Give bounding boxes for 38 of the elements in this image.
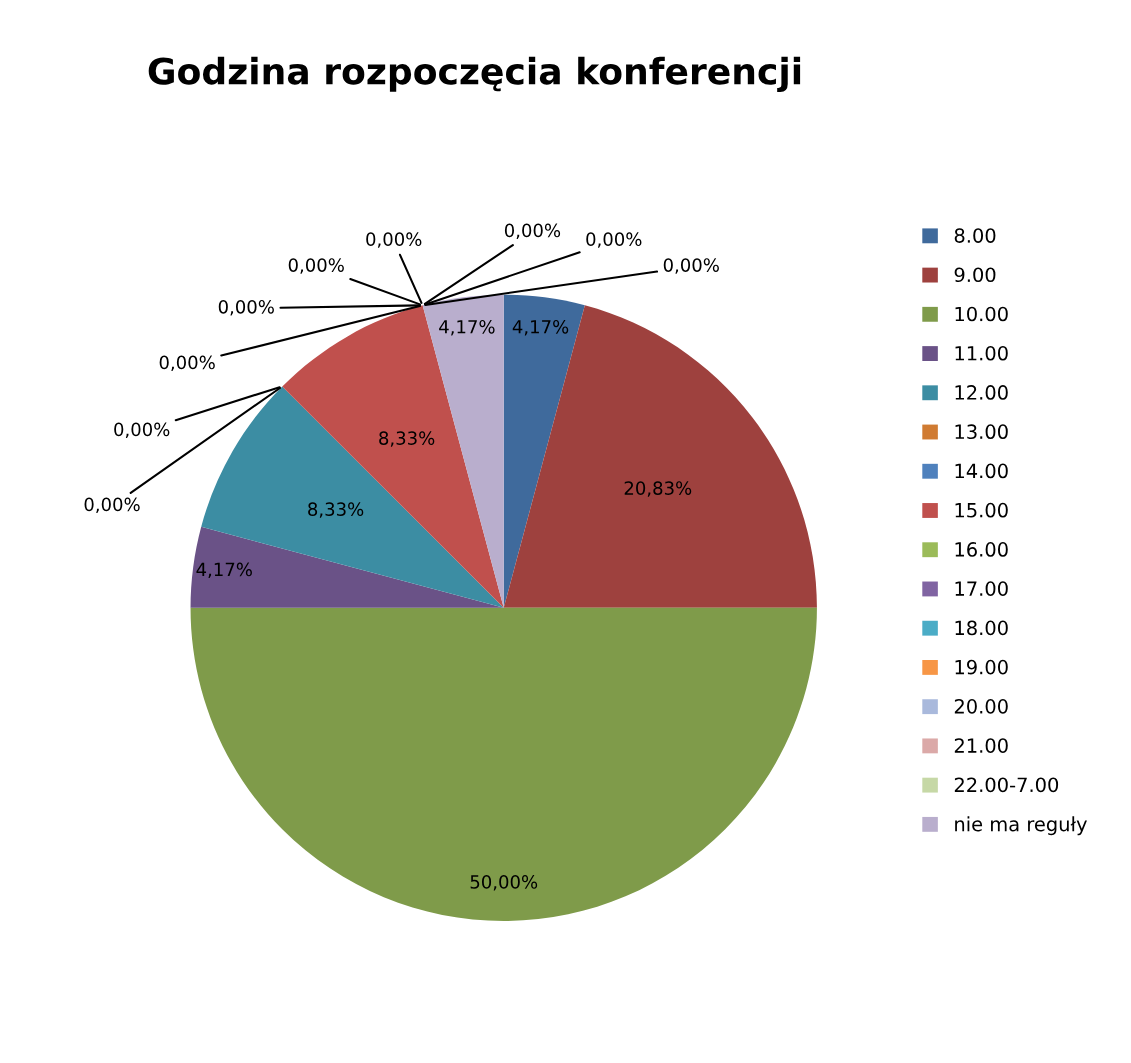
text: 0,00% xyxy=(159,355,215,372)
legend-label: 10.00 xyxy=(955,306,1008,322)
legend-label: 13.00 xyxy=(955,424,1008,440)
legend-label: 14.00 xyxy=(955,463,1008,479)
chart-title: Godzina rozpoczęcia konferencji xyxy=(148,56,801,93)
text: 0,00% xyxy=(84,497,140,514)
legend-label: 18.00 xyxy=(955,620,1008,636)
text: 0,00% xyxy=(218,299,274,316)
legend-label: 22.00-7.00 xyxy=(954,777,1059,793)
data-label: 20,83% xyxy=(624,481,692,497)
pie-slice xyxy=(503,305,817,608)
text: 0,00% xyxy=(663,258,719,274)
legend-label: 21.00 xyxy=(954,738,1008,753)
legend-label: 19.00 xyxy=(955,659,1008,675)
legend-label: 8.00 xyxy=(954,228,996,243)
legend-label: nie ma reguły xyxy=(955,816,1087,836)
pie-slice xyxy=(282,305,504,608)
legend-label: 17.00 xyxy=(955,581,1008,596)
legend-label: 11.00 xyxy=(955,345,1008,361)
legend-label: 16.00 xyxy=(955,542,1008,557)
text: 0,00% xyxy=(114,422,170,439)
text: 0,00% xyxy=(288,258,344,274)
legend-label: 15.00 xyxy=(955,502,1008,518)
data-label: 8,33% xyxy=(379,431,435,447)
pie-slice xyxy=(190,607,817,922)
text: 0,00% xyxy=(586,232,642,248)
legend-label: 20.00 xyxy=(954,698,1008,714)
text: 0,00% xyxy=(366,232,422,248)
pie-slice xyxy=(190,526,504,608)
data-label: 4,17% xyxy=(196,562,252,579)
data-label: 4,17% xyxy=(512,319,569,336)
legend-label: 9.00 xyxy=(954,267,996,283)
data-label: 50,00% xyxy=(470,875,538,891)
legend-label: 12.00 xyxy=(955,385,1008,400)
data-label: 4,17% xyxy=(439,319,495,336)
text: 0,00% xyxy=(504,223,561,240)
data-label: 8,33% xyxy=(308,502,364,518)
pie-slice xyxy=(503,294,585,608)
